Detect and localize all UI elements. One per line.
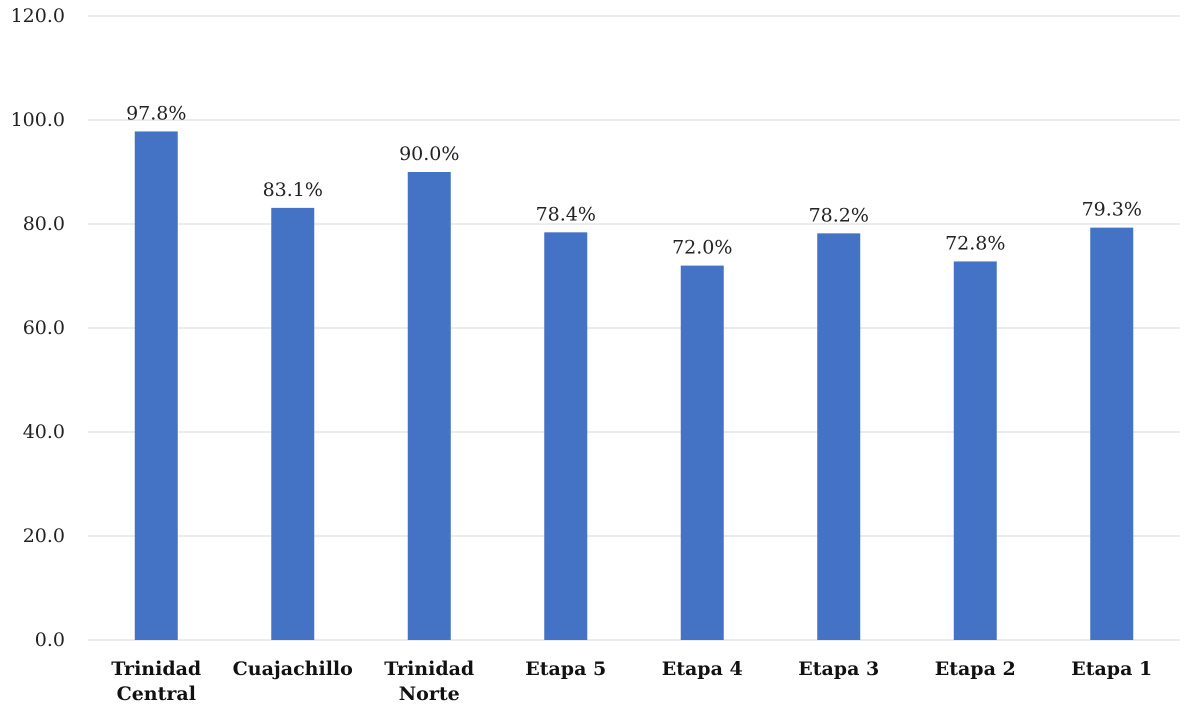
bar — [953, 261, 997, 640]
category-label: Etapa 1 — [1071, 658, 1152, 680]
category-label: Trinidad Central — [111, 658, 201, 705]
data-label: 79.3% — [1082, 199, 1142, 221]
category-label: Etapa 4 — [662, 658, 743, 680]
gridlines — [88, 15, 1180, 641]
data-label: 78.4% — [536, 203, 596, 225]
y-tick-label: 20.0 — [23, 525, 65, 547]
data-label: 90.0% — [399, 143, 459, 165]
bar — [271, 207, 315, 640]
bar — [680, 265, 724, 640]
category-label: Cuajachillo — [233, 658, 353, 680]
y-tick-label: 120.0 — [11, 5, 65, 27]
y-tick-label: 60.0 — [23, 317, 65, 339]
category-label: Trinidad Norte — [384, 658, 474, 705]
data-label: 97.8% — [126, 102, 186, 124]
y-axis-tick-labels: 0.0 20.0 40.0 60.0 80.0 100.0 120.0 — [11, 5, 65, 651]
data-labels: 97.8% 83.1% 90.0% 78.4% 72.0% 78.2% 72.8% 79.3% — [126, 102, 1142, 258]
category-label: Etapa 2 — [935, 658, 1016, 680]
bar — [544, 232, 588, 640]
category-label: Etapa 3 — [798, 658, 879, 680]
y-tick-label: 0.0 — [35, 629, 65, 651]
bar — [407, 172, 451, 640]
y-tick-label: 40.0 — [23, 421, 65, 443]
y-tick-label: 100.0 — [11, 109, 65, 131]
data-label: 78.2% — [809, 204, 869, 226]
y-tick-label: 80.0 — [23, 213, 65, 235]
bars — [134, 131, 1134, 641]
data-label: 72.0% — [672, 237, 732, 259]
data-label: 72.8% — [945, 232, 1005, 254]
x-axis-category-labels: Trinidad Central Cuajachillo Trinidad Norte E… — [111, 658, 1152, 705]
bar — [1090, 227, 1134, 640]
category-label: Etapa 5 — [525, 658, 606, 680]
bar — [134, 131, 178, 640]
bar — [817, 233, 861, 641]
data-label: 83.1% — [263, 179, 323, 201]
